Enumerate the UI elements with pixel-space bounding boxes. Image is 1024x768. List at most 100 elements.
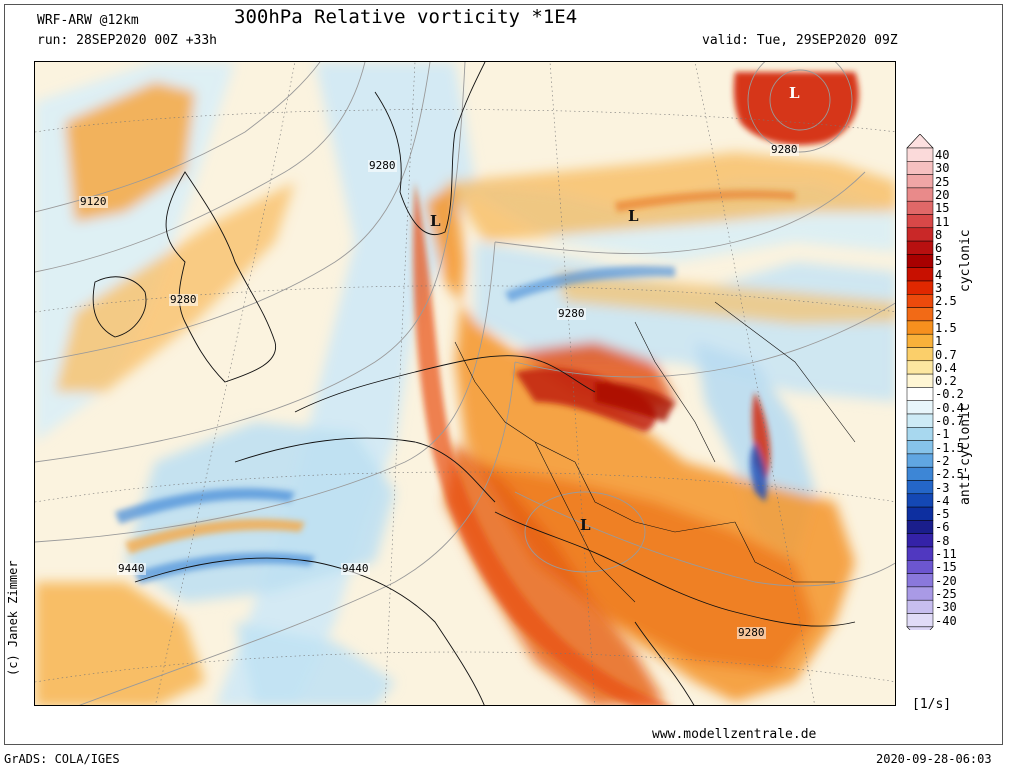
colorbar-swatch [906,294,934,308]
colorbar-swatch [906,400,934,415]
colorbar-bottom-arrow [906,626,934,642]
colorbar-swatch [906,599,934,614]
colorbar-swatch [906,187,934,202]
colorbar-swatch [906,613,934,628]
contour-label: 9280 [169,293,198,306]
colorbar-swatch [906,161,934,175]
colorbar-tick-label: 25 [935,174,950,189]
colorbar-swatch [906,373,934,388]
colorbar-swatch [906,427,934,441]
colorbar-swatch [906,267,934,282]
colorbar-tick-label: 0.7 [935,347,957,362]
colorbar-tick-label: -8 [935,533,950,548]
colorbar-swatch [906,280,934,295]
colorbar-swatch [906,240,934,255]
colorbar-tick-label: 0.2 [935,374,957,389]
colorbar-tick-label: 5 [935,254,943,269]
colorbar-tick-label: 11 [935,214,950,229]
colorbar-swatch [906,560,934,574]
colorbar-swatch [906,227,934,242]
chart-title: 300hPa Relative vorticity *1E4 [234,6,578,28]
colorbar-tick-label: -3 [935,480,950,495]
colorbar-swatch [906,347,934,362]
colorbar-tick-label: 6 [935,241,943,256]
colorbar-tick-label: -30 [935,600,957,615]
colorbar-tick-label: -0.7 [935,414,964,428]
colorbar-tick-label: 1 [935,334,943,349]
website: www.modellzentrale.de [652,727,817,742]
contour-label: 9280 [557,307,586,320]
colorbar-tick-label: -11 [935,547,957,561]
colorbar-swatch [906,533,934,548]
colorbar-tick-label: 1.5 [935,320,957,335]
colorbar-swatch [906,333,934,348]
contour-label: 9280 [770,143,799,156]
low-pressure-center: L [789,84,800,102]
contour-label: 9280 [368,159,397,172]
colorbar-tick-label: -0.4 [935,400,964,415]
colorbar-swatch [906,480,934,495]
colorbar-tick-label: -20 [935,573,957,588]
low-pressure-center: L [430,212,441,230]
colorbar-tick-label: -15 [935,560,957,575]
colorbar-swatch [906,320,934,335]
colorbar-tick-label: 8 [935,227,943,242]
low-pressure-center: L [580,516,591,534]
colorbar-swatch [906,200,934,215]
colorbar-swatch [906,254,934,268]
colorbar-swatch [906,466,934,481]
colorbar-swatch [906,493,934,508]
colorbar-swatch [906,174,934,189]
colorbar-swatch [906,440,934,455]
colorbar-swatch [906,520,934,534]
unit-label: [1/s] [912,697,952,712]
colorbar-tick-label: -1 [935,427,950,442]
colorbar-tick-label: -25 [935,586,957,601]
low-pressure-center: L [628,207,639,225]
run-time: run: 28SEP2020 00Z +33h [37,33,218,48]
vorticity-field [35,62,895,705]
colorbar-swatch [906,214,934,229]
colorbar-swatch [906,413,934,428]
contour-label: 9440 [341,562,370,575]
coastlines [92,62,856,705]
vorticity-streaks [115,72,859,705]
model-label: WRF-ARW @12km [37,13,139,28]
vorticity-map: 9120 9280 9280 9280 9280 9280 9440 9440 L L L L [34,61,896,706]
colorbar-tick-label: 40 [935,148,950,162]
lat-lon-grid [35,62,895,705]
contour-label: 9440 [117,562,146,575]
colorbar-tick-label: 2 [935,307,943,322]
figure-frame [4,4,1003,745]
colorbar-tick-label: 20 [935,187,950,202]
colorbar-swatch [906,546,934,561]
colorbar-tick-label: -2.5 [935,467,964,482]
timestamp: 2020-09-28-06:03 [876,752,992,766]
colorbar-swatch [906,360,934,375]
colorbar-tick-label: 2.5 [935,294,957,309]
colorbar-tick-label: -2 [935,453,950,468]
colorbar-tick-label: -6 [935,520,950,535]
colorbar-swatch [906,506,934,521]
colorbar-swatch [906,387,934,401]
contour-label: 9120 [79,195,108,208]
colorbar-tick-label: -1.5 [935,440,964,455]
valid-time: valid: Tue, 29SEP2020 09Z [702,33,898,48]
colorbar-swatch [906,573,934,588]
copyright: (c) Janek Zimmer [6,560,20,676]
colorbar-swatch [906,453,934,468]
colorbar-tick-label: 4 [935,267,943,282]
country-borders [454,301,856,603]
colorbar-swatches [906,133,934,642]
colorbar-tick-label: -5 [935,507,950,522]
colorbar-tick-label: 3 [935,281,943,295]
colorbar-tick-label: -4 [935,493,950,508]
geopotential-contours [35,62,895,705]
colorbar-tick-label: 30 [935,161,950,176]
colorbar-swatch [906,586,934,601]
contour-label: 9280 [737,626,766,639]
colorbar-tick-label: -0.2 [935,387,964,402]
map-canvas [35,62,895,705]
colorbar-tick-label: 15 [935,201,950,216]
colorbar-swatch [906,307,934,322]
